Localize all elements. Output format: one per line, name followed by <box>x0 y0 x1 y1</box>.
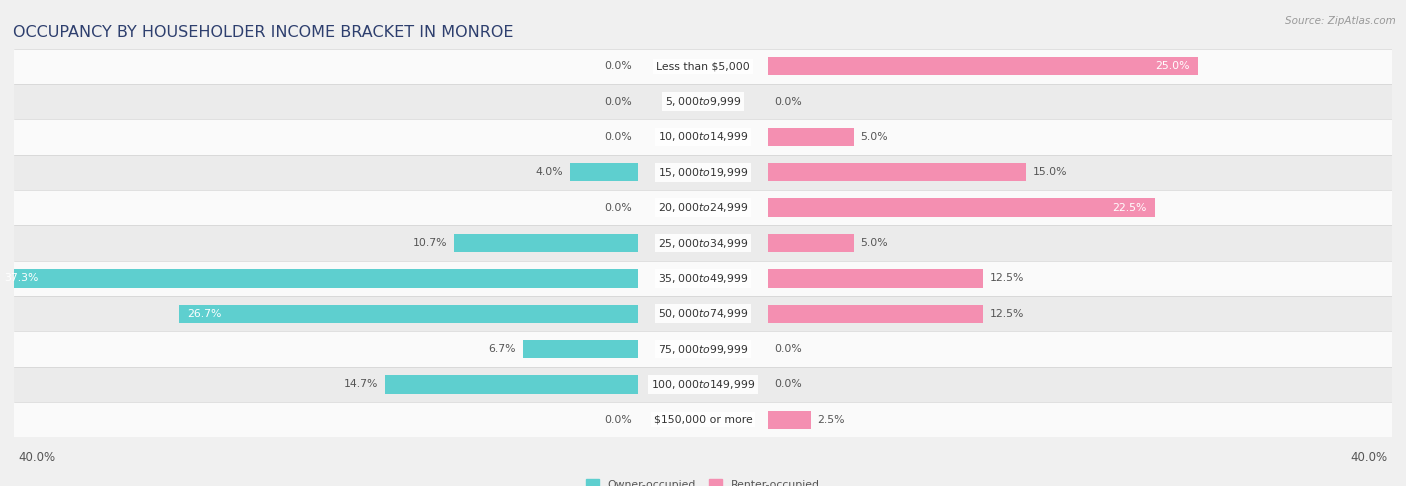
Bar <box>523 340 638 358</box>
Bar <box>454 234 638 252</box>
Text: OCCUPANCY BY HOUSEHOLDER INCOME BRACKET IN MONROE: OCCUPANCY BY HOUSEHOLDER INCOME BRACKET … <box>13 25 513 40</box>
Bar <box>14 260 1392 296</box>
Text: 0.0%: 0.0% <box>603 203 631 213</box>
Text: 2.5%: 2.5% <box>817 415 845 425</box>
Text: 4.0%: 4.0% <box>536 167 562 177</box>
Text: $35,000 to $49,999: $35,000 to $49,999 <box>658 272 748 285</box>
Text: 0.0%: 0.0% <box>603 61 631 71</box>
Text: 0.0%: 0.0% <box>603 415 631 425</box>
Bar <box>14 190 1392 226</box>
Text: $150,000 or more: $150,000 or more <box>654 415 752 425</box>
Bar <box>14 49 1392 84</box>
Bar <box>14 226 1392 260</box>
Text: 10.7%: 10.7% <box>413 238 447 248</box>
Bar <box>14 402 1392 437</box>
Text: Source: ZipAtlas.com: Source: ZipAtlas.com <box>1285 16 1396 26</box>
Text: $50,000 to $74,999: $50,000 to $74,999 <box>658 307 748 320</box>
Text: 12.5%: 12.5% <box>990 273 1024 283</box>
Text: $10,000 to $14,999: $10,000 to $14,999 <box>658 130 748 143</box>
Bar <box>768 198 1156 217</box>
Text: $75,000 to $99,999: $75,000 to $99,999 <box>658 343 748 356</box>
Text: 26.7%: 26.7% <box>187 309 222 319</box>
Bar <box>14 155 1392 190</box>
Text: 0.0%: 0.0% <box>775 344 803 354</box>
Text: $25,000 to $34,999: $25,000 to $34,999 <box>658 237 748 249</box>
Text: 5.0%: 5.0% <box>860 238 889 248</box>
Text: $100,000 to $149,999: $100,000 to $149,999 <box>651 378 755 391</box>
Text: 6.7%: 6.7% <box>489 344 516 354</box>
Bar <box>14 296 1392 331</box>
Bar <box>569 163 638 181</box>
Text: 0.0%: 0.0% <box>775 380 803 389</box>
Text: 0.0%: 0.0% <box>603 97 631 106</box>
Bar <box>768 163 1026 181</box>
Text: 15.0%: 15.0% <box>1033 167 1067 177</box>
Text: 40.0%: 40.0% <box>18 451 55 464</box>
Bar <box>768 57 1198 75</box>
Text: $20,000 to $24,999: $20,000 to $24,999 <box>658 201 748 214</box>
Text: 0.0%: 0.0% <box>603 132 631 142</box>
Bar <box>768 411 811 429</box>
Bar <box>14 367 1392 402</box>
Bar <box>768 234 853 252</box>
Bar <box>14 84 1392 119</box>
Bar <box>0 269 638 288</box>
Bar <box>385 375 638 394</box>
Text: 25.0%: 25.0% <box>1156 61 1189 71</box>
Bar <box>768 128 853 146</box>
Bar <box>14 331 1392 367</box>
Bar <box>14 119 1392 155</box>
Bar <box>768 269 983 288</box>
Text: $15,000 to $19,999: $15,000 to $19,999 <box>658 166 748 179</box>
Text: 12.5%: 12.5% <box>990 309 1024 319</box>
Text: 37.3%: 37.3% <box>4 273 39 283</box>
Text: 14.7%: 14.7% <box>344 380 378 389</box>
Text: $5,000 to $9,999: $5,000 to $9,999 <box>665 95 741 108</box>
Text: 40.0%: 40.0% <box>1351 451 1388 464</box>
Bar <box>768 305 983 323</box>
Bar <box>179 305 638 323</box>
Text: 22.5%: 22.5% <box>1112 203 1146 213</box>
Text: 5.0%: 5.0% <box>860 132 889 142</box>
Legend: Owner-occupied, Renter-occupied: Owner-occupied, Renter-occupied <box>582 475 824 486</box>
Text: 0.0%: 0.0% <box>775 97 803 106</box>
Text: Less than $5,000: Less than $5,000 <box>657 61 749 71</box>
